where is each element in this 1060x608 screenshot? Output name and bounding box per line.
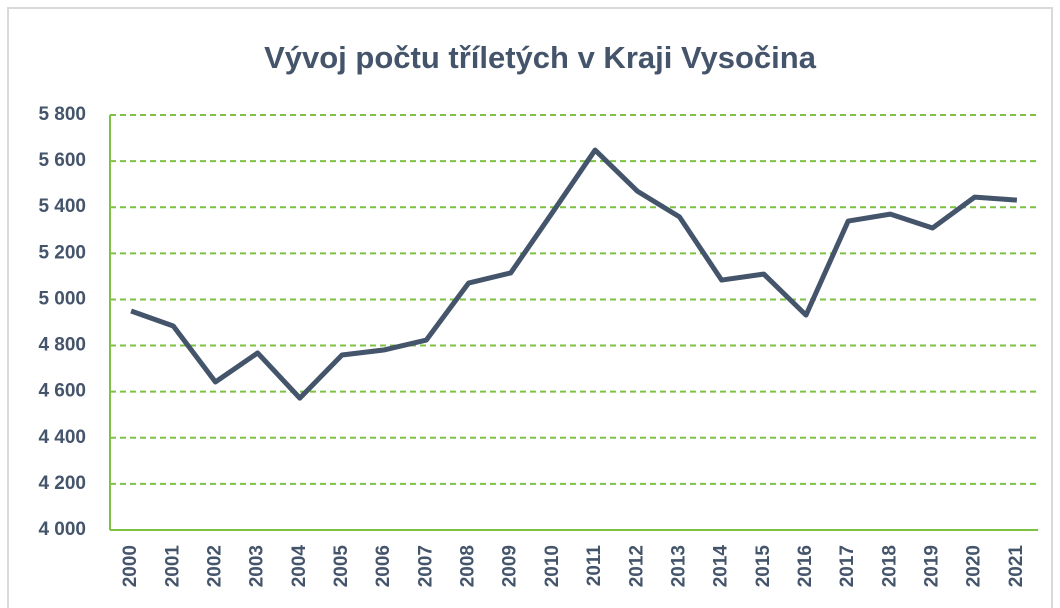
x-tick-label: 2002 [204, 545, 225, 587]
x-tick-label: 2013 [668, 545, 689, 587]
x-tick-label: 2003 [247, 545, 268, 587]
x-tick-label: 2015 [753, 545, 774, 588]
x-tick-label: 2001 [162, 545, 183, 588]
x-tick-label: 2007 [415, 545, 436, 587]
y-tick-label: 5 400 [38, 196, 86, 217]
x-tick-label: 2014 [711, 545, 732, 588]
y-tick-label: 5 200 [38, 242, 86, 263]
x-tick-label: 2020 [964, 545, 985, 587]
x-tick-label: 2000 [120, 545, 141, 587]
x-tick-label: 2012 [626, 545, 647, 587]
x-tick-label: 2004 [289, 545, 310, 588]
x-tick-label: 2009 [500, 545, 521, 587]
y-tick-label: 4 000 [38, 519, 86, 540]
x-tick-label: 2010 [542, 545, 563, 587]
x-tick-label: 2011 [584, 545, 605, 587]
y-tick-label: 5 600 [38, 150, 86, 171]
x-tick-label: 2006 [373, 545, 394, 587]
chart-title: Vývoj počtu tříletých v Kraji Vysočina [264, 40, 817, 75]
chart-border [7, 7, 1053, 608]
y-tick-label: 4 800 [38, 335, 86, 356]
y-tick-label: 5 000 [38, 288, 86, 309]
x-tick-label: 2017 [837, 545, 858, 587]
y-tick-label: 5 800 [38, 104, 86, 125]
y-tick-label: 4 600 [38, 381, 86, 402]
y-tick-label: 4 400 [38, 427, 86, 448]
y-tick-label: 4 200 [38, 473, 86, 494]
x-tick-label: 2021 [1006, 545, 1027, 588]
x-tick-label: 2016 [795, 545, 816, 587]
x-tick-label: 2019 [922, 545, 943, 587]
x-tick-label: 2008 [458, 545, 479, 587]
x-tick-label: 2018 [879, 545, 900, 587]
x-tick-label: 2005 [331, 545, 352, 588]
data-line [130, 147, 1018, 401]
